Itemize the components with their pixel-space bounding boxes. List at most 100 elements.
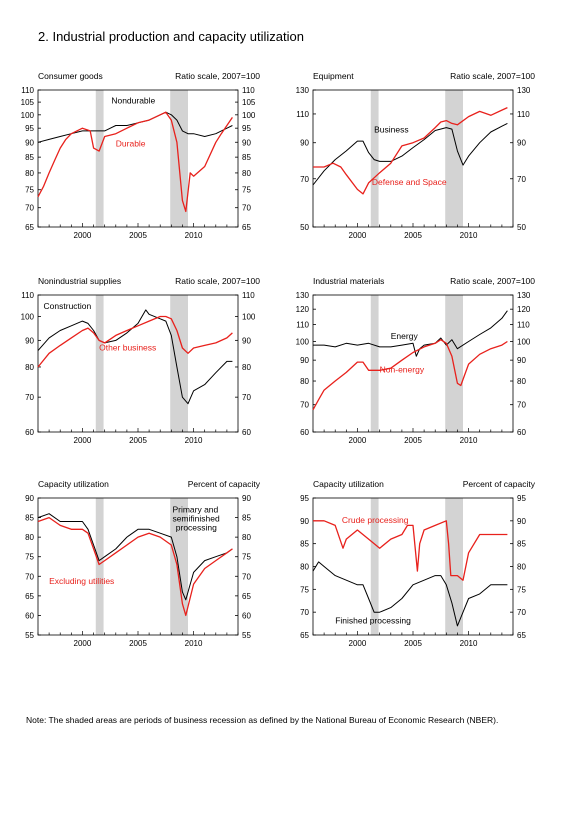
series-label: Finished processing bbox=[335, 616, 411, 626]
y-tick-label-right: 90 bbox=[242, 138, 251, 147]
y-tick-label-left: 90 bbox=[300, 139, 309, 148]
y-tick-label-right: 90 bbox=[242, 336, 251, 345]
y-tick-label-right: 120 bbox=[517, 305, 531, 314]
y-tick-label-left: 70 bbox=[300, 608, 309, 617]
series-label: Energy bbox=[391, 331, 419, 341]
y-tick-label-right: 65 bbox=[242, 592, 251, 601]
x-tick-label: 2005 bbox=[129, 231, 147, 240]
y-tick-label-right: 60 bbox=[517, 428, 526, 437]
y-tick-label-left: 70 bbox=[300, 175, 309, 184]
series-line bbox=[37, 513, 233, 601]
chart-capacity-utilization-right: Capacity utilization Percent of capacity 6… bbox=[285, 478, 565, 653]
recession-band bbox=[95, 295, 104, 432]
recession-band bbox=[95, 90, 104, 227]
y-tick-label-left: 60 bbox=[25, 428, 34, 437]
y-tick-label-left: 80 bbox=[25, 169, 34, 178]
x-tick-label: 2010 bbox=[185, 639, 203, 648]
y-tick-label-left: 85 bbox=[25, 153, 34, 162]
recession-band bbox=[445, 295, 463, 432]
y-tick-label-right: 55 bbox=[242, 631, 251, 640]
y-tick-label-right: 80 bbox=[242, 363, 251, 372]
y-tick-label-left: 100 bbox=[21, 111, 35, 120]
y-tick-label-right: 75 bbox=[517, 585, 526, 594]
footnote: Note: The shaded areas are periods of bu… bbox=[26, 715, 499, 725]
series-label: Primary and bbox=[172, 504, 218, 514]
plot-frame bbox=[312, 89, 514, 228]
y-tick-label-left: 130 bbox=[296, 291, 310, 300]
y-tick-label-left: 90 bbox=[300, 517, 309, 526]
x-tick-label: 2000 bbox=[74, 231, 92, 240]
y-tick-label-right: 110 bbox=[242, 291, 255, 300]
series-label: Nondurable bbox=[111, 95, 155, 105]
scale-label: Ratio scale, 2007=100 bbox=[450, 276, 535, 286]
y-tick-label-right: 60 bbox=[242, 428, 251, 437]
series-line bbox=[312, 339, 508, 411]
y-tick-label-left: 95 bbox=[25, 124, 34, 133]
y-tick-label-left: 60 bbox=[300, 428, 309, 437]
series-line bbox=[312, 561, 508, 627]
series-line bbox=[37, 516, 233, 617]
y-tick-label-right: 110 bbox=[517, 321, 530, 330]
y-tick-label-right: 70 bbox=[517, 608, 526, 617]
chart-svg: Nonindustrial supplies Ratio scale, 2007=… bbox=[21, 276, 261, 445]
y-tick-label-right: 70 bbox=[242, 204, 251, 213]
chart-nonindustrial-supplies: Nonindustrial supplies Ratio scale, 2007=… bbox=[10, 275, 290, 450]
series-label: Non-energy bbox=[380, 364, 425, 374]
y-tick-label-left: 70 bbox=[25, 204, 34, 213]
y-tick-label-left: 105 bbox=[21, 98, 35, 107]
recession-band bbox=[445, 498, 463, 635]
y-tick-label-left: 65 bbox=[25, 592, 34, 601]
x-tick-label: 2010 bbox=[460, 231, 478, 240]
y-tick-label-right: 80 bbox=[517, 377, 526, 386]
y-tick-label-left: 55 bbox=[25, 631, 34, 640]
y-tick-label-right: 80 bbox=[517, 563, 526, 572]
x-tick-label: 2005 bbox=[129, 639, 147, 648]
series-label: processing bbox=[176, 522, 217, 532]
y-tick-label-left: 90 bbox=[300, 356, 309, 365]
chart-capacity-utilization-left: Capacity utilization Percent of capacity 5… bbox=[10, 478, 290, 653]
x-tick-label: 2000 bbox=[349, 231, 367, 240]
y-tick-label-right: 90 bbox=[242, 494, 251, 503]
chart-equipment: Equipment Ratio scale, 2007=100 50 50 70 70 90… bbox=[285, 70, 565, 245]
recession-band bbox=[170, 498, 188, 635]
y-tick-label-left: 70 bbox=[25, 393, 34, 402]
series-label: Other business bbox=[99, 343, 156, 353]
y-tick-label-right: 100 bbox=[242, 111, 256, 120]
x-tick-label: 2010 bbox=[460, 436, 478, 445]
y-tick-label-left: 110 bbox=[296, 321, 309, 330]
y-tick-label-left: 65 bbox=[25, 223, 34, 232]
scale-label: Ratio scale, 2007=100 bbox=[175, 276, 260, 286]
y-tick-label-left: 80 bbox=[300, 377, 309, 386]
chart-industrial-materials: Industrial materials Ratio scale, 2007=10… bbox=[285, 275, 565, 450]
x-tick-label: 2010 bbox=[185, 436, 203, 445]
y-tick-label-right: 70 bbox=[242, 572, 251, 581]
scale-label: Percent of capacity bbox=[463, 479, 536, 489]
y-tick-label-left: 75 bbox=[25, 186, 34, 195]
y-tick-label-right: 95 bbox=[242, 124, 251, 133]
y-tick-label-left: 70 bbox=[300, 401, 309, 410]
x-tick-label: 2000 bbox=[74, 436, 92, 445]
y-tick-label-right: 50 bbox=[517, 223, 526, 232]
series-line bbox=[37, 315, 233, 368]
recession-band bbox=[95, 498, 104, 635]
chart-svg: Industrial materials Ratio scale, 2007=10… bbox=[296, 276, 536, 445]
y-tick-label-right: 110 bbox=[517, 110, 530, 119]
y-tick-label-right: 65 bbox=[242, 223, 251, 232]
y-tick-label-left: 90 bbox=[25, 494, 34, 503]
y-tick-label-left: 85 bbox=[25, 514, 34, 523]
y-tick-label-left: 100 bbox=[21, 313, 35, 322]
x-tick-label: 2005 bbox=[129, 436, 147, 445]
y-tick-label-left: 110 bbox=[21, 86, 34, 95]
series-label: semifinished bbox=[172, 513, 220, 523]
y-tick-label-right: 80 bbox=[242, 169, 251, 178]
y-tick-label-right: 80 bbox=[242, 533, 251, 542]
y-tick-label-right: 75 bbox=[242, 553, 251, 562]
series-line bbox=[313, 107, 508, 195]
y-tick-label-right: 60 bbox=[242, 611, 251, 620]
panel-title: Capacity utilization bbox=[38, 479, 109, 489]
series-line bbox=[37, 111, 233, 213]
plot-frame bbox=[37, 294, 239, 433]
y-tick-label-right: 100 bbox=[242, 313, 256, 322]
y-tick-label-right: 95 bbox=[517, 494, 526, 503]
y-tick-label-left: 50 bbox=[300, 223, 309, 232]
